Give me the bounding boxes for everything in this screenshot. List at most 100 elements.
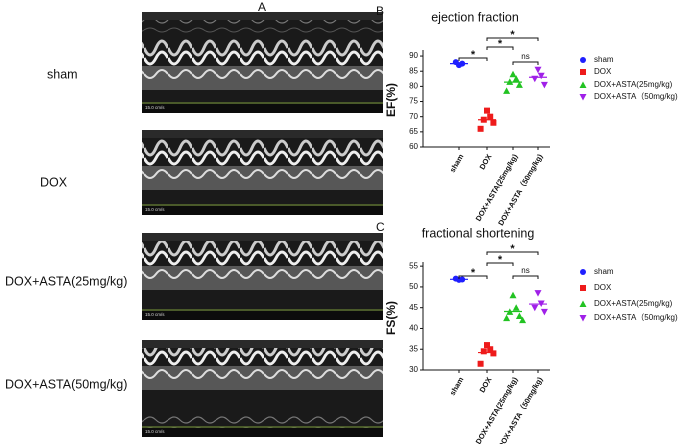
legend-label: DOX [594, 283, 612, 292]
data-point [503, 87, 511, 94]
data-point [540, 81, 548, 89]
echo-scale: 15.0 cm/s [145, 429, 165, 434]
row-label: sham [47, 67, 78, 81]
significance-label: * [471, 267, 476, 279]
echo-image [142, 340, 383, 437]
legend-label: sham [594, 267, 614, 276]
panel-label: A [258, 0, 266, 14]
data-point [452, 275, 459, 282]
data-point [509, 291, 517, 299]
x-tick-label: sham [448, 152, 466, 174]
x-tick-label: DOX [478, 375, 494, 394]
legend-label: DOX+ASTA(25mg/kg) [594, 80, 673, 89]
y-axis-label: EF(%) [384, 83, 398, 117]
panel-label: C [376, 220, 385, 234]
panel-label: B [376, 4, 384, 18]
echo-footer [142, 311, 383, 320]
echo-footer [142, 428, 383, 437]
data-point [509, 70, 517, 78]
data-point [512, 75, 520, 82]
legend-label: DOX+ASTA(25mg/kg) [594, 299, 673, 308]
significance-bracket [486, 46, 514, 50]
significance-label: ns [521, 266, 529, 275]
y-tick-label: 75 [409, 97, 418, 106]
legend-label: DOX+ASTA（50mg/kg) [594, 92, 678, 101]
y-tick-label: 50 [409, 282, 418, 291]
row-label: DOX+ASTA(25mg/kg) [5, 274, 127, 288]
y-tick-label: 60 [409, 142, 418, 151]
data-point [503, 314, 511, 322]
significance-bracket [486, 262, 514, 266]
data-point [580, 285, 586, 291]
chart-title: ejection fraction [431, 10, 519, 24]
x-tick-label: sham [448, 375, 466, 397]
y-tick-label: 30 [409, 365, 418, 374]
data-point [540, 308, 548, 316]
echo-footer [142, 206, 383, 215]
significance-bracket [512, 61, 539, 65]
y-tick-label: 55 [409, 261, 418, 270]
y-tick-label: 70 [409, 112, 418, 121]
significance-label: * [510, 243, 515, 255]
significance-bracket [458, 57, 488, 61]
echo-footer [142, 104, 383, 113]
x-tick-label: DOX [478, 152, 494, 171]
echo-header [142, 233, 383, 241]
data-point [515, 81, 523, 88]
y-axis-label: FS(%) [384, 301, 398, 335]
y-tick-label: 80 [409, 81, 418, 90]
data-point [515, 312, 523, 319]
data-point [531, 304, 539, 312]
y-tick-label: 65 [409, 127, 418, 136]
significance-label: * [498, 254, 503, 266]
row-label: DOX+ASTA(50mg/kg) [5, 377, 127, 391]
significance-bracket [458, 275, 488, 279]
data-point [484, 107, 490, 114]
significance-label: * [498, 38, 503, 50]
echo-image [142, 233, 383, 320]
data-point [580, 269, 586, 275]
data-point [487, 113, 494, 120]
data-point [534, 290, 542, 297]
data-point [477, 125, 484, 132]
data-point [579, 300, 587, 307]
echo-scale: 15.0 cm/s [145, 312, 165, 317]
echo-header [142, 340, 383, 348]
echo-image [142, 12, 383, 113]
legend-label: DOX+ASTA（50mg/kg) [594, 313, 678, 322]
echo-scale: 15.0 cm/s [145, 105, 165, 110]
significance-label: * [510, 29, 515, 41]
y-tick-label: 85 [409, 66, 418, 75]
significance-bracket [486, 251, 539, 255]
significance-bracket [486, 37, 539, 41]
x-tick-label: DOX+ASTA（50mg/kg) [495, 375, 544, 444]
data-point [512, 304, 520, 311]
data-point [487, 346, 494, 353]
y-tick-label: 90 [409, 51, 418, 60]
significance-label: * [471, 49, 476, 61]
data-point [534, 66, 542, 74]
data-point [580, 57, 586, 63]
data-point [490, 350, 497, 357]
echo-image [142, 130, 383, 215]
significance-bracket [512, 275, 539, 279]
chart-title: fractional shortening [422, 226, 535, 240]
echo-header [142, 12, 383, 20]
data-point [579, 315, 587, 322]
x-tick-label: DOX+ASTA（50mg/kg) [495, 152, 544, 228]
legend-label: sham [594, 55, 614, 64]
data-point [537, 72, 545, 80]
data-point [579, 94, 587, 101]
y-tick-label: 45 [409, 303, 418, 312]
data-point [490, 119, 497, 126]
data-point [579, 81, 587, 88]
data-point [484, 342, 490, 349]
echo-header [142, 130, 383, 138]
echo-images: 15.0 cm/s 15.0 cm/s 15.0 cm/s 15.0 cm/s [142, 12, 383, 437]
echo-scale: 15.0 cm/s [145, 207, 165, 212]
y-tick-label: 40 [409, 324, 418, 333]
data-point [477, 360, 484, 367]
legend-label: DOX [594, 67, 612, 76]
data-point [480, 348, 487, 355]
